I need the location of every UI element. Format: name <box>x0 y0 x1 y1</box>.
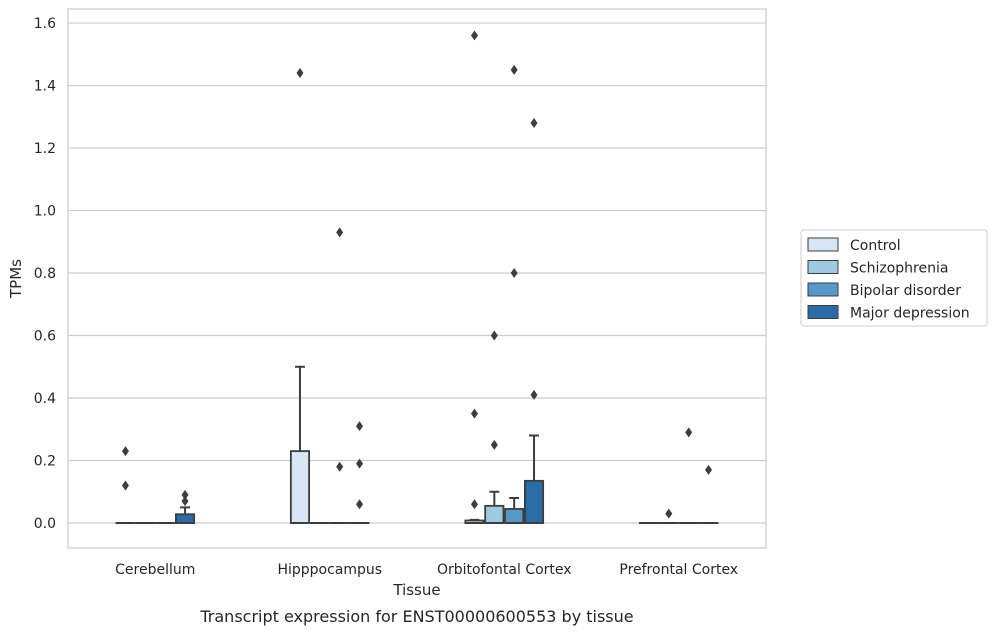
boxes <box>115 365 719 525</box>
outlier-point <box>356 499 364 510</box>
x-tick-label: Orbitofontal Cortex <box>437 562 572 578</box>
x-axis-title: Tissue <box>392 581 440 599</box>
outlier-point <box>336 227 344 238</box>
outlier-point <box>490 439 498 450</box>
y-tick-label: 1.6 <box>34 16 56 32</box>
x-tick-label: Hipppocampus <box>277 562 382 578</box>
legend-swatch <box>807 305 839 319</box>
x-tick-label: Cerebellum <box>115 562 195 578</box>
outlier-point <box>121 480 129 491</box>
chart-caption: Transcript expression for ENST0000060055… <box>199 607 633 626</box>
outlier-point <box>530 389 538 400</box>
box <box>289 450 311 524</box>
legend-swatch <box>807 260 839 274</box>
legend-label: Schizophrenia <box>850 261 948 277</box>
outliers <box>121 30 713 519</box>
box <box>484 504 505 524</box>
outlier-point <box>510 268 518 279</box>
outlier-point <box>121 446 129 457</box>
y-axis-title: TPMs <box>7 259 25 299</box>
outlier-point <box>665 508 673 519</box>
outlier-point <box>470 499 478 510</box>
outlier-point <box>470 30 478 41</box>
outlier-point <box>705 464 713 475</box>
legend-swatch <box>807 282 839 297</box>
y-tick-label: 0.8 <box>34 266 56 282</box>
box <box>523 479 545 524</box>
box <box>174 513 196 524</box>
legend-frame <box>800 229 988 327</box>
outlier-point <box>530 118 538 129</box>
legend: Control Schizophrenia Bipolar disorder Majo… <box>800 229 988 327</box>
outlier-point <box>470 408 478 419</box>
outlier-point <box>356 458 364 469</box>
legend-items: Control Schizophrenia Bipolar disorder Majo… <box>807 237 970 322</box>
outlier-point <box>490 330 498 341</box>
legend-label: Bipolar disorder <box>850 283 961 299</box>
outlier-point <box>510 64 518 75</box>
outlier-point <box>336 461 344 472</box>
y-tick-label: 0.6 <box>34 329 56 345</box>
plot-area-frame <box>67 8 767 549</box>
outlier-point <box>685 427 693 438</box>
outlier-point <box>181 489 189 500</box>
y-tick-label: 1.0 <box>34 204 56 220</box>
x-tick-label: Prefrontal Cortex <box>619 562 738 578</box>
gridlines <box>68 22 766 524</box>
y-tick-label: 1.4 <box>34 79 56 95</box>
outlier-point <box>181 496 189 507</box>
y-tick-label: 0.4 <box>34 391 56 407</box>
box <box>504 508 525 524</box>
y-tick-label: 0.2 <box>34 454 56 470</box>
y-axis-ticks: 0.0 0.2 0.4 0.6 0.8 1.0 1.2 1.4 1.6 <box>34 16 56 532</box>
legend-label: Major depression <box>850 306 970 322</box>
legend-label: Control <box>850 238 901 254</box>
outlier-point <box>356 421 364 432</box>
y-tick-label: 1.2 <box>34 141 56 157</box>
legend-swatch <box>807 237 839 252</box>
outlier-point <box>296 68 304 79</box>
x-axis-ticks: Cerebellum Hipppocampus Orbitofontal Corte… <box>115 562 738 578</box>
y-tick-label: 0.0 <box>34 516 56 532</box>
